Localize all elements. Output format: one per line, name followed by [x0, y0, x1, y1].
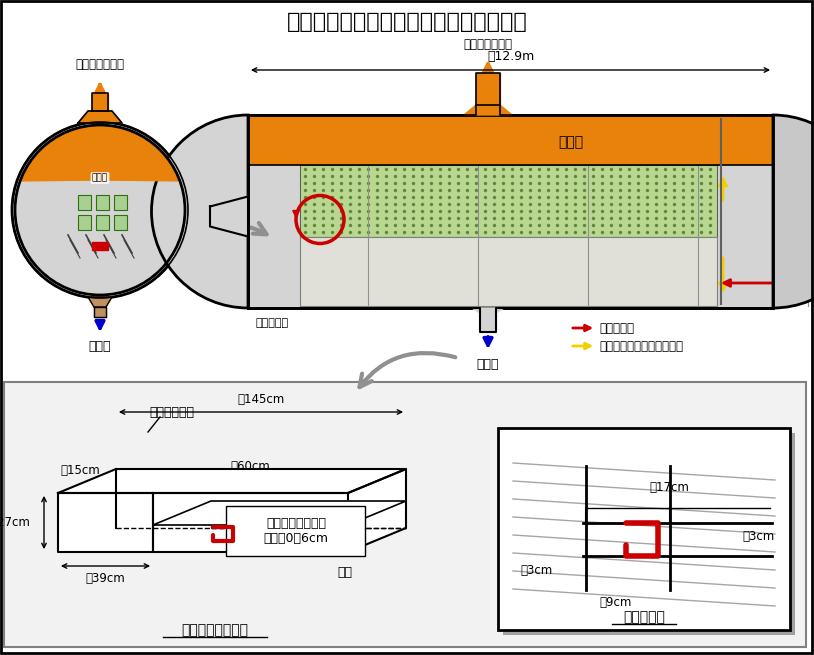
- FancyBboxPatch shape: [226, 506, 365, 556]
- Polygon shape: [58, 469, 406, 493]
- Bar: [96, 195, 109, 210]
- Text: 約3cm: 約3cm: [521, 563, 553, 576]
- Bar: [78, 215, 91, 230]
- Text: 約12.9m: 約12.9m: [487, 50, 534, 63]
- Polygon shape: [94, 307, 106, 317]
- Polygon shape: [15, 125, 185, 295]
- Text: 蒸気室: 蒸気室: [779, 189, 799, 198]
- Bar: [92, 242, 108, 250]
- Text: 低圧タービンへ: 低圧タービンへ: [463, 39, 513, 52]
- Wedge shape: [773, 115, 814, 308]
- Bar: [498, 428, 790, 630]
- Bar: [503, 433, 795, 635]
- Polygon shape: [153, 493, 348, 552]
- Text: 材質：ステンレス
厚さ：0．6cm: 材質：ステンレス 厚さ：0．6cm: [264, 517, 329, 545]
- Bar: [300, 165, 717, 237]
- Bar: [114, 215, 127, 230]
- Bar: [248, 115, 773, 308]
- Text: 約3cm: 約3cm: [742, 529, 774, 542]
- Bar: [96, 215, 109, 230]
- Polygon shape: [210, 196, 248, 236]
- Text: 約145cm: 約145cm: [238, 393, 285, 406]
- Text: 本体: 本体: [338, 567, 352, 580]
- Text: 約15cm: 約15cm: [60, 464, 100, 477]
- Text: 加熱管: 加熱管: [92, 174, 108, 183]
- Bar: [78, 195, 91, 210]
- Polygon shape: [153, 501, 406, 525]
- Text: 蒸気整流板概要図: 蒸気整流板概要図: [182, 623, 248, 637]
- Text: 約9cm: 約9cm: [600, 596, 632, 609]
- Text: 高圧タービン
より: 高圧タービン より: [306, 149, 346, 170]
- Text: 割れの状況: 割れの状況: [623, 610, 665, 624]
- Bar: [300, 237, 717, 306]
- Polygon shape: [472, 308, 504, 313]
- Bar: [248, 115, 773, 308]
- Text: 伊方発電所１号機湿分分離加熱器概略図: 伊方発電所１号機湿分分離加熱器概略図: [287, 12, 527, 32]
- Text: 約27cm: 約27cm: [0, 516, 30, 529]
- Polygon shape: [58, 493, 153, 552]
- Text: 約17cm: 約17cm: [649, 481, 689, 494]
- Text: 加熱蒸気
ドレン: 加熱蒸気 ドレン: [779, 275, 806, 297]
- Text: ：加熱蒸気: ：加熱蒸気: [599, 322, 634, 335]
- Polygon shape: [88, 297, 112, 307]
- Bar: [248, 115, 773, 165]
- Text: 加熱蒸気: 加熱蒸気: [779, 122, 806, 132]
- Text: 約3.2m: 約3.2m: [218, 193, 231, 230]
- Polygon shape: [476, 73, 500, 105]
- Text: 入口衝突板: 入口衝突板: [256, 318, 289, 328]
- Polygon shape: [20, 125, 180, 181]
- Bar: [4, 382, 806, 647]
- Circle shape: [12, 122, 188, 298]
- Text: 低圧タービンへ: 低圧タービンへ: [76, 58, 125, 71]
- Text: ドレン: ドレン: [89, 341, 112, 354]
- Text: ：高圧タービンからの蒸気: ：高圧タービンからの蒸気: [599, 339, 683, 352]
- Text: 約39cm: 約39cm: [85, 572, 125, 585]
- Polygon shape: [78, 111, 122, 123]
- Polygon shape: [464, 105, 512, 115]
- Text: 加熱管: 加熱管: [558, 135, 583, 149]
- Bar: [114, 195, 127, 210]
- Polygon shape: [480, 313, 496, 332]
- Text: ドレン: ドレン: [477, 358, 499, 371]
- Text: 内部プレート: 内部プレート: [150, 405, 195, 419]
- Wedge shape: [151, 115, 248, 308]
- Text: 約60cm: 約60cm: [230, 460, 270, 473]
- Polygon shape: [92, 93, 108, 111]
- Polygon shape: [348, 469, 406, 552]
